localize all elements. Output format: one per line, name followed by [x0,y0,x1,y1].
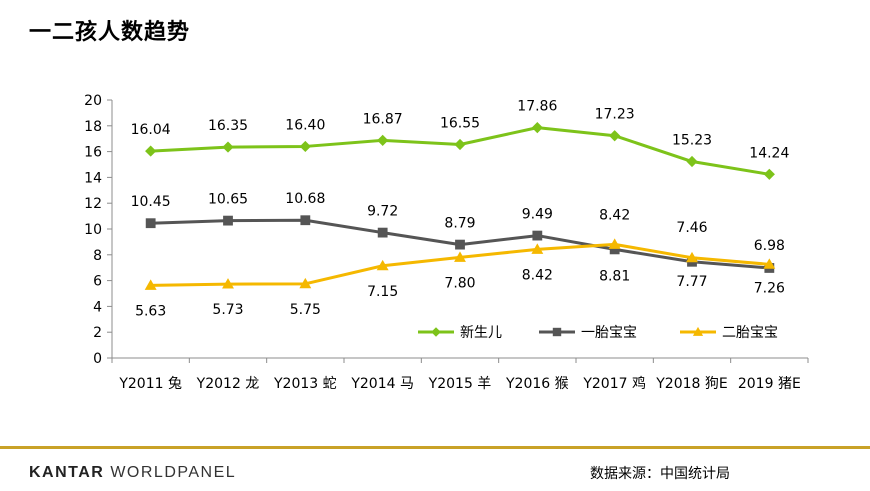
data-point-marker [455,239,465,250]
data-label: 7.46 [676,220,707,236]
data-point-marker [532,230,543,241]
data-label: 10.68 [285,191,325,207]
data-point-marker [145,145,157,157]
data-point-marker [222,278,234,289]
data-label: 16.87 [363,111,403,127]
data-point-marker [377,227,388,238]
brand-sub: WORLDPANEL [110,464,237,481]
data-point-marker [454,138,466,151]
legend-swatch-marker [431,327,441,337]
y-tick-label: 4 [93,299,102,315]
data-point-marker [145,218,156,229]
data-point-marker [454,251,466,262]
data-point-marker [763,168,775,180]
brand-main: KANTAR [29,464,105,481]
data-point-marker [144,279,157,290]
data-point-marker [531,122,543,134]
data-point-marker [686,155,698,168]
data-point-marker [531,243,544,254]
y-tick-label: 6 [93,274,102,290]
data-label: 16.40 [285,117,325,133]
x-tick-label: Y2015 羊 [428,376,492,392]
legend-label: 新生儿 [460,325,502,341]
data-label: 9.49 [522,207,553,223]
data-label: 17.86 [517,99,557,115]
legend-swatch-marker [552,327,562,337]
legend: 新生儿 一胎宝宝 二胎宝宝 [418,325,778,341]
x-tick-label: Y2018 狗E [655,376,727,392]
data-label: 17.23 [595,107,635,123]
y-tick-label: 16 [84,145,102,161]
x-tick-label: Y2014 马 [350,376,414,392]
data-point-marker [609,130,621,142]
x-tick-label: 2019 猪E [738,376,801,392]
y-tick-label: 8 [93,248,102,264]
footer-rule [0,446,870,449]
y-tick-label: 18 [84,119,102,135]
data-point-marker [299,277,312,289]
data-label: 7.80 [444,275,475,291]
axis-ticks: 0 2 4 6 8 10 12 14 16 18 20 Y2011 兔 Y2012 龙 Y2013 蛇 Y2… [84,93,809,392]
data-label: 7.26 [754,280,785,296]
data-label: 16.04 [131,122,171,138]
data-label: 10.45 [131,194,171,210]
y-tick-label: 14 [84,170,102,186]
data-label: 15.23 [672,133,712,149]
data-point-marker [763,258,776,269]
source-note: 数据来源：中国统计局 [590,466,730,482]
x-tick-label: Y2012 龙 [196,376,260,392]
data-labels: 16.04 16.35 16.40 16.87 16.55 17.86 17.23 15.23… [131,99,790,320]
data-point-marker [608,238,621,249]
legend-label: 一胎宝宝 [581,325,637,341]
data-label: 8.42 [522,267,553,283]
data-label: 6.98 [754,238,785,254]
data-label: 8.42 [599,207,630,223]
data-label: 8.79 [444,216,475,232]
y-tick-label: 12 [84,196,102,212]
data-label: 16.55 [440,116,480,132]
data-label: 7.15 [367,284,398,300]
x-tick-label: Y2011 兔 [118,376,182,392]
data-point-marker [300,215,311,226]
data-label: 5.73 [212,302,243,318]
y-tick-label: 20 [84,93,102,109]
y-tick-label: 2 [93,325,102,341]
data-point-marker [377,134,389,146]
data-label: 9.72 [367,204,398,220]
x-tick-label: Y2016 猴 [505,376,569,392]
x-tick-label: Y2013 蛇 [273,376,337,392]
legend-swatch-marker [692,326,704,336]
line-chart: 0 2 4 6 8 10 12 14 16 18 20 Y2011 兔 Y2012 龙 Y2013 蛇 Y2… [84,93,809,392]
data-point-marker [222,141,234,153]
page-title: 一二孩人数趋势 [29,20,191,45]
data-point-marker [686,251,698,263]
data-label: 10.65 [208,192,248,208]
series-layer [144,122,776,290]
data-label: 5.63 [135,303,166,319]
data-point-marker [223,215,233,226]
data-point-marker [376,259,389,271]
x-tick-label: Y2017 鸡 [582,375,646,392]
data-point-marker [299,140,311,153]
data-label: 16.35 [208,118,248,134]
data-label: 14.24 [749,145,789,161]
kantar-worldpanel-logo: KANTAR WORLDPANEL [29,464,236,482]
y-tick-label: 0 [93,351,102,367]
data-label: 7.77 [676,274,707,290]
legend-label: 二胎宝宝 [722,325,778,341]
y-tick-label: 10 [84,222,102,238]
data-point-marker [609,244,620,255]
data-label: 8.81 [599,268,630,284]
data-label: 5.75 [290,302,321,318]
